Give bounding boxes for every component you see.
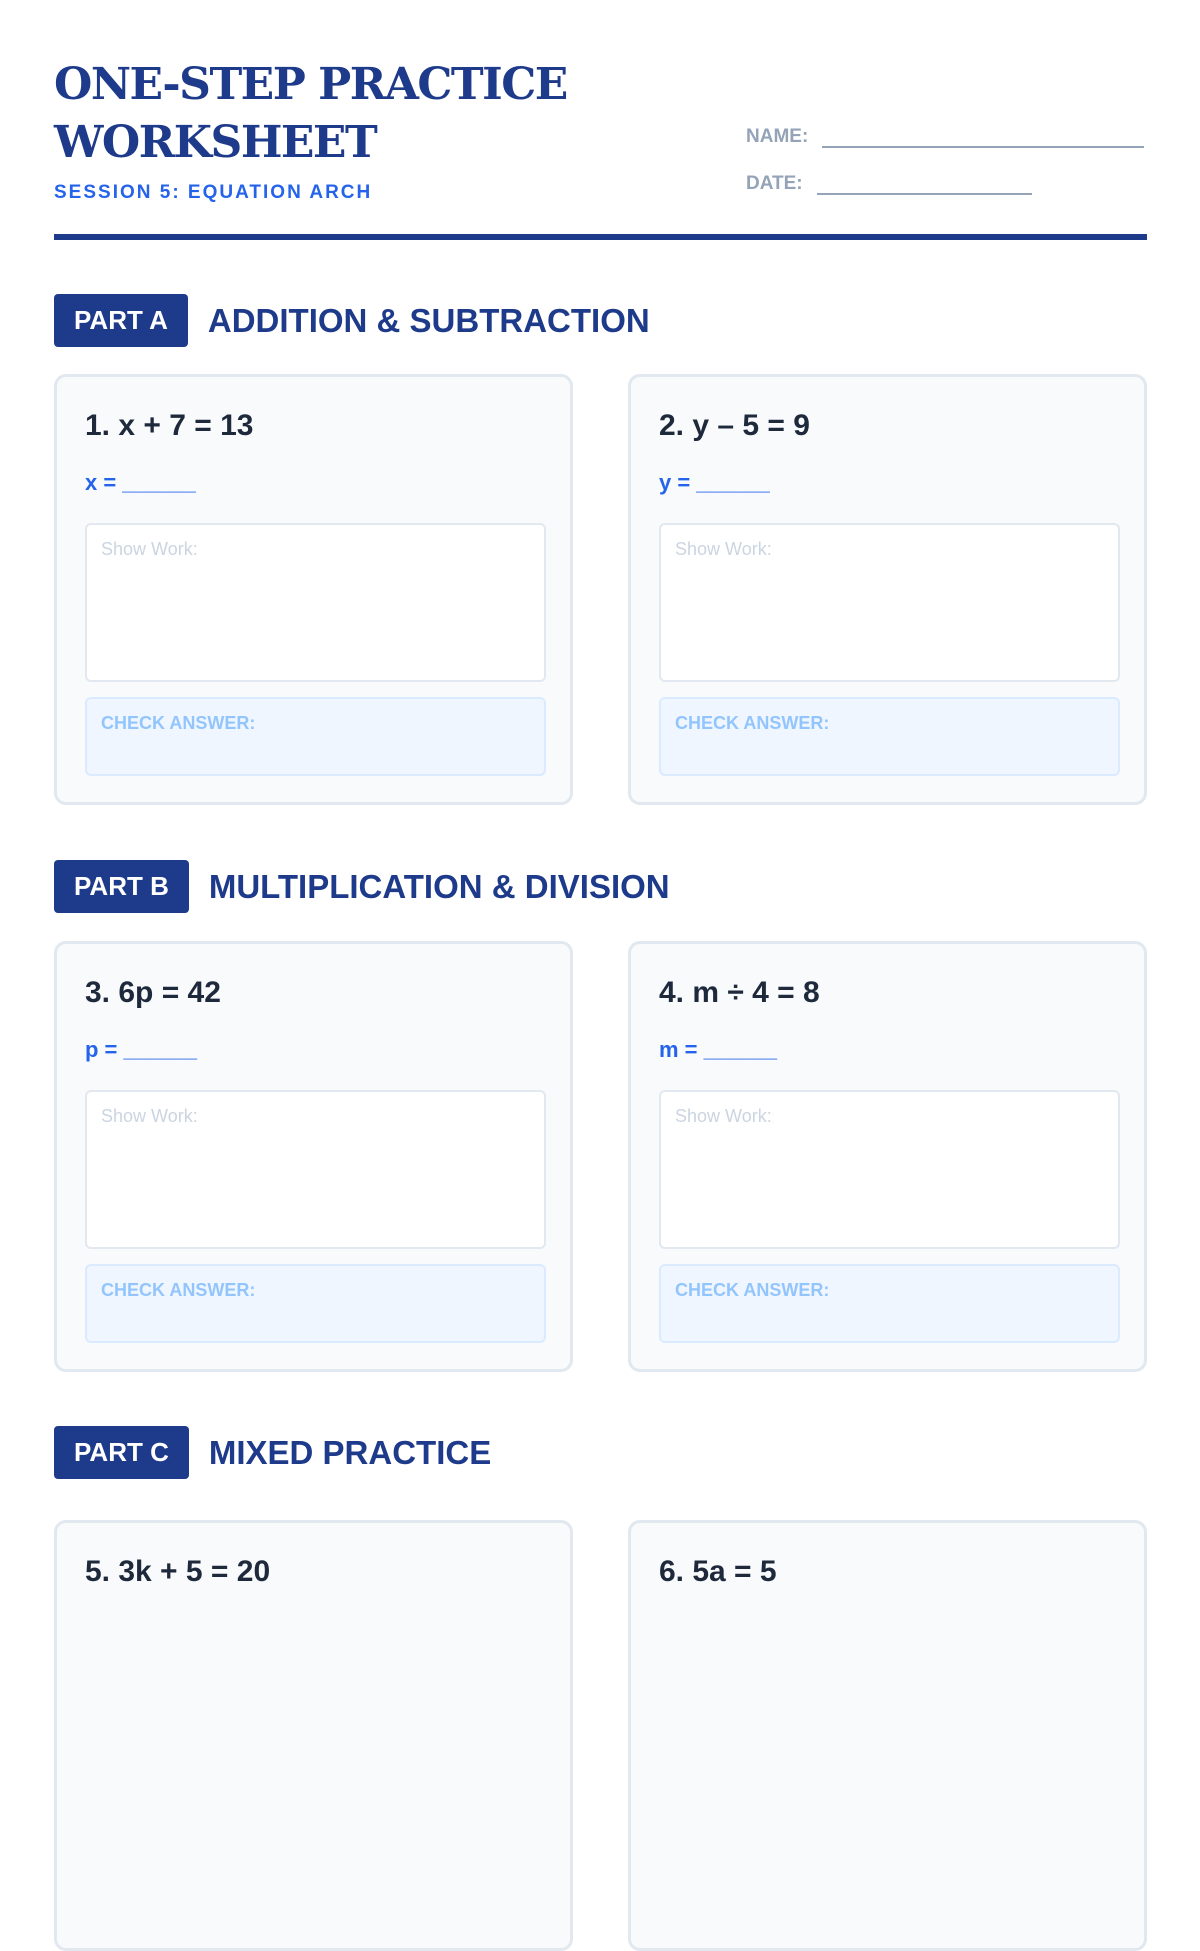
check-answer-area[interactable]: CHECK ANSWER: <box>659 697 1120 776</box>
part-badge: PART B <box>54 860 189 913</box>
show-work-area[interactable]: Show Work: <box>659 523 1120 682</box>
problem-equation: 2. y – 5 = 9 <box>659 409 810 442</box>
part-title: ADDITION & SUBTRACTION <box>207 301 650 339</box>
page-title: ONE-STEP PRACTICE WORKSHEET <box>54 59 568 168</box>
problem-equation: 4. m ÷ 4 = 8 <box>659 976 820 1009</box>
problem-card: 2. y – 5 = 9 y = ______ Show Work: CHECK… <box>628 374 1147 805</box>
check-answer-area[interactable]: CHECK ANSWER: <box>85 697 546 776</box>
part-badge: PART C <box>54 1426 189 1479</box>
worksheet-header: ONE-STEP PRACTICE WORKSHEET SESSION 5: E… <box>54 56 1147 242</box>
answer-blank[interactable]: m = ______ <box>659 1037 778 1062</box>
problem-equation: 3. 6p = 42 <box>85 976 221 1009</box>
problem-card: 6. 5a = 5 <box>628 1520 1147 1951</box>
name-line[interactable] <box>822 126 1145 148</box>
name-label: NAME: <box>746 126 809 147</box>
part-b-heading: PART B MULTIPLICATION & DIVISION <box>54 860 670 913</box>
check-answer-area[interactable]: CHECK ANSWER: <box>659 1264 1120 1343</box>
answer-blank[interactable]: y = ______ <box>659 470 770 495</box>
show-work-area[interactable]: Show Work: <box>659 1090 1120 1249</box>
part-title: MULTIPLICATION & DIVISION <box>208 867 670 905</box>
problem-card: 4. m ÷ 4 = 8 m = ______ Show Work: CHECK… <box>628 941 1147 1372</box>
problem-equation: 1. x + 7 = 13 <box>85 409 254 442</box>
part-c-heading: PART C MIXED PRACTICE <box>54 1426 491 1479</box>
check-answer-area[interactable]: CHECK ANSWER: <box>85 1264 546 1343</box>
problem-equation: 6. 5a = 5 <box>659 1555 777 1588</box>
name-field[interactable]: NAME: <box>746 126 1145 148</box>
problem-card: 5. 3k + 5 = 20 <box>54 1520 573 1951</box>
show-work-label: Show Work: <box>101 1106 198 1126</box>
date-line[interactable] <box>816 173 1032 195</box>
date-field[interactable]: DATE: <box>746 173 1032 195</box>
part-badge: PART A <box>54 294 188 347</box>
problem-equation: 5. 3k + 5 = 20 <box>85 1555 271 1588</box>
header-divider <box>54 234 1147 240</box>
show-work-label: Show Work: <box>101 539 198 559</box>
check-answer-label: CHECK ANSWER: <box>101 1280 256 1300</box>
problem-card: 3. 6p = 42 p = ______ Show Work: CHECK A… <box>54 941 573 1372</box>
part-a-heading: PART A ADDITION & SUBTRACTION <box>54 294 650 347</box>
date-label: DATE: <box>746 173 803 194</box>
show-work-label: Show Work: <box>675 539 772 559</box>
show-work-area[interactable]: Show Work: <box>85 1090 546 1249</box>
answer-blank[interactable]: x = ______ <box>85 470 196 495</box>
show-work-label: Show Work: <box>675 1106 772 1126</box>
part-title: MIXED PRACTICE <box>208 1433 492 1471</box>
problem-card: 1. x + 7 = 13 x = ______ Show Work: CHEC… <box>54 374 573 805</box>
show-work-area[interactable]: Show Work: <box>85 523 546 682</box>
check-answer-label: CHECK ANSWER: <box>101 713 256 733</box>
subtitle: SESSION 5: EQUATION ARCH <box>54 182 373 203</box>
check-answer-label: CHECK ANSWER: <box>675 1280 830 1300</box>
check-answer-label: CHECK ANSWER: <box>675 713 830 733</box>
answer-blank[interactable]: p = ______ <box>85 1037 197 1062</box>
